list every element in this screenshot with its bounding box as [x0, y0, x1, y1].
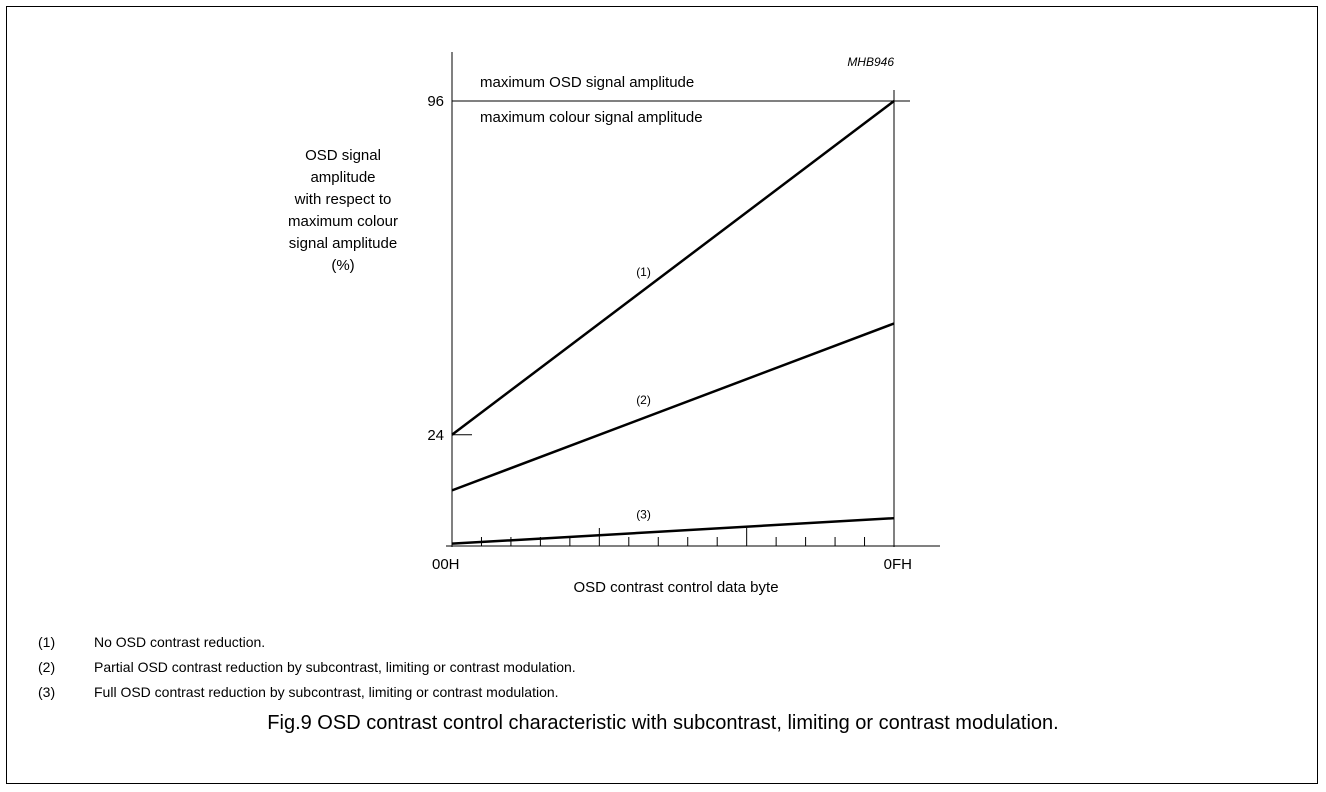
- x-minor-ticks: [480, 528, 866, 546]
- note-text: Partial OSD contrast reduction by subcon…: [94, 659, 576, 675]
- y-axis-title-line: amplitude: [310, 169, 375, 186]
- reference-label-below: maximum colour signal amplitude: [480, 109, 703, 126]
- series-label-1: (1): [636, 265, 651, 279]
- reference-label-above: maximum OSD signal amplitude: [480, 74, 694, 91]
- figure-caption: Fig.9 OSD contrast control characteristi…: [267, 712, 1059, 734]
- series-group: (1) (2) (3): [451, 100, 895, 545]
- y-axis-title-line: (%): [331, 257, 354, 274]
- y-tick-label: 24: [427, 427, 444, 444]
- x-tick-labels: 00H 0FH: [432, 556, 912, 573]
- note-text: No OSD contrast reduction.: [94, 634, 266, 650]
- x-axis-title: OSD contrast control data byte: [573, 579, 778, 596]
- series-line-3: [451, 516, 895, 545]
- y-axis-title-line: signal amplitude: [289, 235, 397, 252]
- y-ticks: 24 96: [427, 93, 472, 444]
- reference-line-group: maximum OSD signal amplitude maximum colo…: [452, 74, 910, 126]
- y-axis-title: OSD signal amplitude with respect to maximu…: [288, 147, 398, 274]
- x-tick-label: 00H: [432, 556, 460, 573]
- note-number: (1): [38, 634, 56, 650]
- note-text: Full OSD contrast reduction by subcontra…: [94, 684, 559, 700]
- series-line-2: [451, 322, 895, 492]
- series-line-1: [451, 100, 895, 436]
- note-number: (3): [38, 684, 56, 700]
- series-label-2: (2): [636, 393, 651, 407]
- note-number: (2): [38, 659, 56, 675]
- y-axis-title-line: maximum colour: [288, 213, 398, 230]
- figure-frame: [6, 6, 1318, 784]
- x-tick-label: 0FH: [884, 556, 912, 573]
- chart-code: MHB946: [847, 55, 894, 69]
- series-label-3: (3): [636, 508, 651, 522]
- y-axis-title-line: with respect to: [294, 191, 392, 208]
- y-axis-title-line: OSD signal: [305, 147, 381, 164]
- y-tick-label: 96: [427, 93, 444, 110]
